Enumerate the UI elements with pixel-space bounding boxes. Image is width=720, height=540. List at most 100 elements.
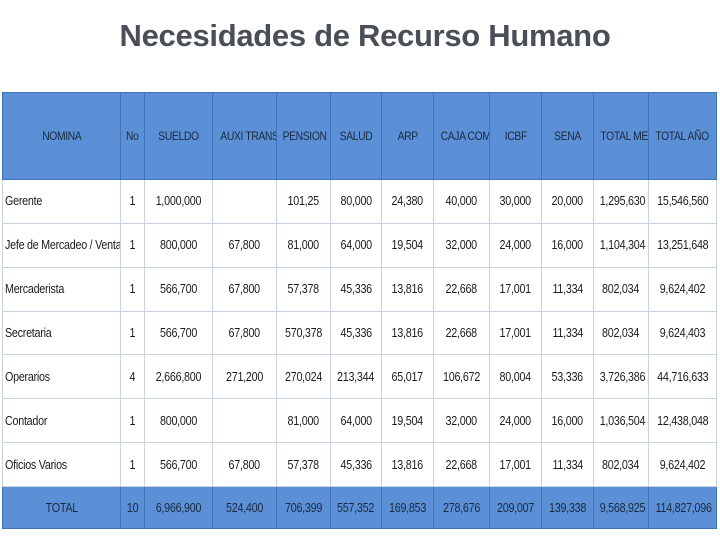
table-cell: 566,700 <box>144 310 213 356</box>
table-cell: 11,334 <box>541 310 594 356</box>
table-cell: 16,000 <box>541 398 594 444</box>
column-header-caja-comp: CAJA COMP <box>433 92 490 180</box>
table-cell: 1 <box>120 442 145 487</box>
column-header-auxi-transp: AUXI TRANSP <box>212 92 277 180</box>
table-row: Secretaria 1 566,700 67,800 570,378 45,3… <box>2 310 717 356</box>
table-cell: 1 <box>120 179 145 224</box>
table-cell: 19,504 <box>381 222 434 268</box>
column-header-arp: ARP <box>381 92 434 180</box>
table-cell: Operarios <box>2 354 121 400</box>
table-cell: 11,334 <box>541 266 594 312</box>
table-cell: 53,336 <box>541 354 594 400</box>
table-cell: 20,000 <box>541 179 594 224</box>
table-cell: 67,800 <box>212 266 277 312</box>
table-cell: Secretaria <box>2 310 121 356</box>
page-title: Necesidades de Recurso Humano <box>119 18 611 53</box>
table-cell: 9,624,403 <box>648 310 717 356</box>
table-cell: 1,036,504 <box>593 398 649 444</box>
table-cell: 13,816 <box>381 266 434 312</box>
table-cell: 16,000 <box>541 222 594 268</box>
table-cell: 22,668 <box>433 266 490 312</box>
column-header-pension: PENSION <box>276 92 331 180</box>
table-cell: 64,000 <box>330 222 382 268</box>
table-cell: Gerente <box>2 179 121 224</box>
table-cell: 570,378 <box>276 310 331 356</box>
column-header-salud: SALUD <box>330 92 382 180</box>
table-cell: 30,000 <box>489 179 542 224</box>
table-cell: 57,378 <box>276 266 331 312</box>
total-cell: 10 <box>120 486 145 529</box>
table-cell: 101,25 <box>276 179 331 224</box>
table-row: Gerente 1 1,000,000 101,25 80,000 24,380… <box>2 179 717 224</box>
table-cell: 270,024 <box>276 354 331 400</box>
table-row: Oficios Varios 1 566,700 67,800 57,378 4… <box>2 442 717 487</box>
total-cell: 114,827,096 <box>648 486 717 529</box>
table-cell: 15,546,560 <box>648 179 717 224</box>
table-cell: 65,017 <box>381 354 434 400</box>
table-cell: 45,336 <box>330 310 382 356</box>
table-cell: 1 <box>120 310 145 356</box>
table-cell: 67,800 <box>212 222 277 268</box>
table-cell: 22,668 <box>433 442 490 487</box>
table-cell: 2,666,800 <box>144 354 213 400</box>
column-header-sueldo: SUELDO <box>144 92 213 180</box>
table-row: Operarios 4 2,666,800 271,200 270,024 21… <box>2 354 717 400</box>
table-cell: 13,816 <box>381 442 434 487</box>
table-cell: 802,034 <box>593 310 649 356</box>
table-cell: 80,004 <box>489 354 542 400</box>
table-cell: 17,001 <box>489 442 542 487</box>
table-cell: 13,251,648 <box>648 222 717 268</box>
total-cell: 6,966,900 <box>144 486 213 529</box>
table-cell: 1,000,000 <box>144 179 213 224</box>
table-cell: 566,700 <box>144 442 213 487</box>
table-cell: Jefe de Mercadeo / Ventas <box>2 222 121 268</box>
total-label: TOTAL <box>2 486 121 529</box>
table-cell: Oficios Varios <box>2 442 121 487</box>
total-cell: 139,338 <box>541 486 594 529</box>
total-cell: 557,352 <box>330 486 382 529</box>
table-cell: 1 <box>120 398 145 444</box>
table-cell <box>212 398 277 444</box>
table-cell: 24,000 <box>489 222 542 268</box>
table-cell: 9,624,402 <box>648 266 717 312</box>
table-cell: 12,438,048 <box>648 398 717 444</box>
table-cell: 24,000 <box>489 398 542 444</box>
table-cell: Contador <box>2 398 121 444</box>
table-cell: 3,726,386 <box>593 354 649 400</box>
total-cell: 706,399 <box>276 486 331 529</box>
table-cell: 81,000 <box>276 398 331 444</box>
table-cell: 11,334 <box>541 442 594 487</box>
table-cell: 64,000 <box>330 398 382 444</box>
table-cell: 32,000 <box>433 398 490 444</box>
table-cell: 800,000 <box>144 222 213 268</box>
total-cell: 524,400 <box>212 486 277 529</box>
table-cell: 1,295,630 <box>593 179 649 224</box>
table-cell: 67,800 <box>212 442 277 487</box>
table-cell: 4 <box>120 354 145 400</box>
table-cell: 19,504 <box>381 398 434 444</box>
table-cell: 1 <box>120 222 145 268</box>
table-cell: 40,000 <box>433 179 490 224</box>
table-row: Contador 1 800,000 81,000 64,000 19,504 … <box>2 398 717 444</box>
table-cell: 17,001 <box>489 310 542 356</box>
total-cell: 278,676 <box>433 486 490 529</box>
table-cell: 802,034 <box>593 266 649 312</box>
payroll-table: NOMINA No SUELDO AUXI TRANSP PENSION SAL… <box>2 92 717 529</box>
table-cell: 44,716,633 <box>648 354 717 400</box>
table-cell: 213,344 <box>330 354 382 400</box>
table-cell: Mercaderista <box>2 266 121 312</box>
table-cell: 1 <box>120 266 145 312</box>
table-cell: 45,336 <box>330 442 382 487</box>
column-header-total-mes: TOTAL MES <box>593 92 649 180</box>
table-cell: 13,816 <box>381 310 434 356</box>
table-cell: 802,034 <box>593 442 649 487</box>
table-cell: 45,336 <box>330 266 382 312</box>
column-header-nomina: NOMINA <box>2 92 121 180</box>
table-cell: 800,000 <box>144 398 213 444</box>
table-cell: 80,000 <box>330 179 382 224</box>
table-cell: 81,000 <box>276 222 331 268</box>
total-cell: 169,853 <box>381 486 434 529</box>
total-cell: 9,568,925 <box>593 486 649 529</box>
table-row: Jefe de Mercadeo / Ventas 1 800,000 67,8… <box>2 222 717 268</box>
table-header-row: NOMINA No SUELDO AUXI TRANSP PENSION SAL… <box>2 92 717 180</box>
